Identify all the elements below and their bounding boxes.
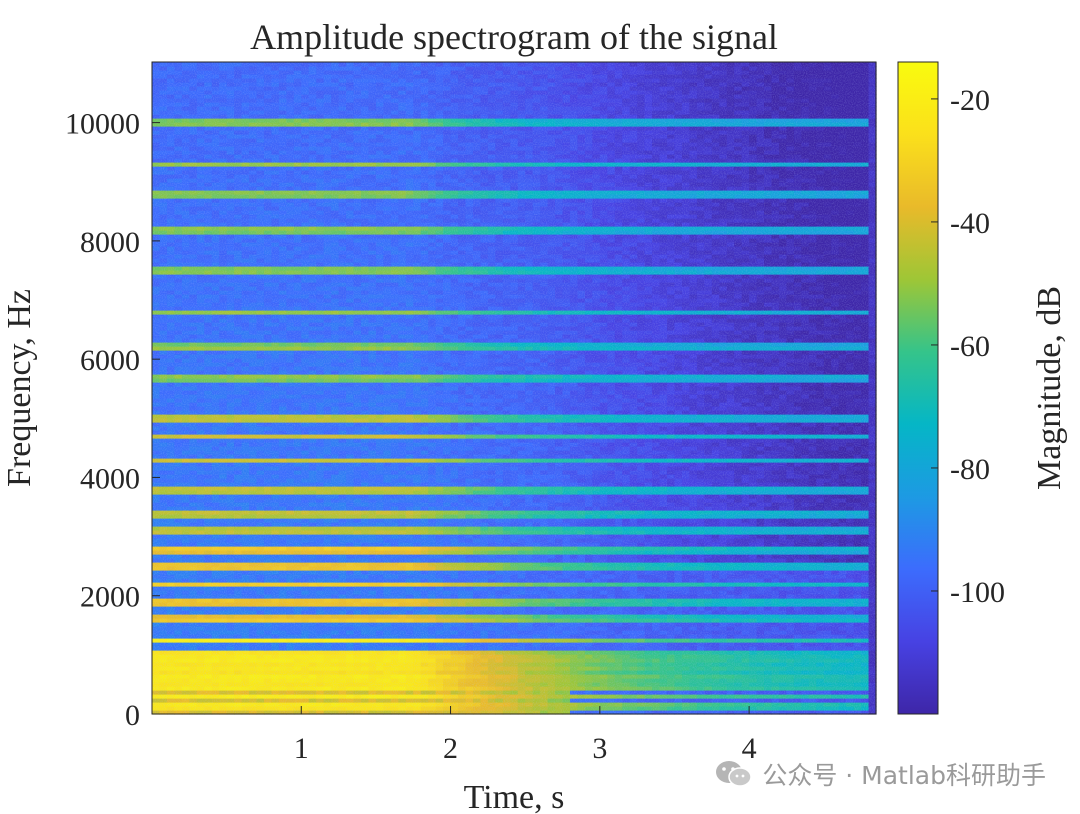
plot-area	[151, 61, 877, 715]
chart-title: Amplitude spectrogram of the signal	[250, 17, 778, 57]
